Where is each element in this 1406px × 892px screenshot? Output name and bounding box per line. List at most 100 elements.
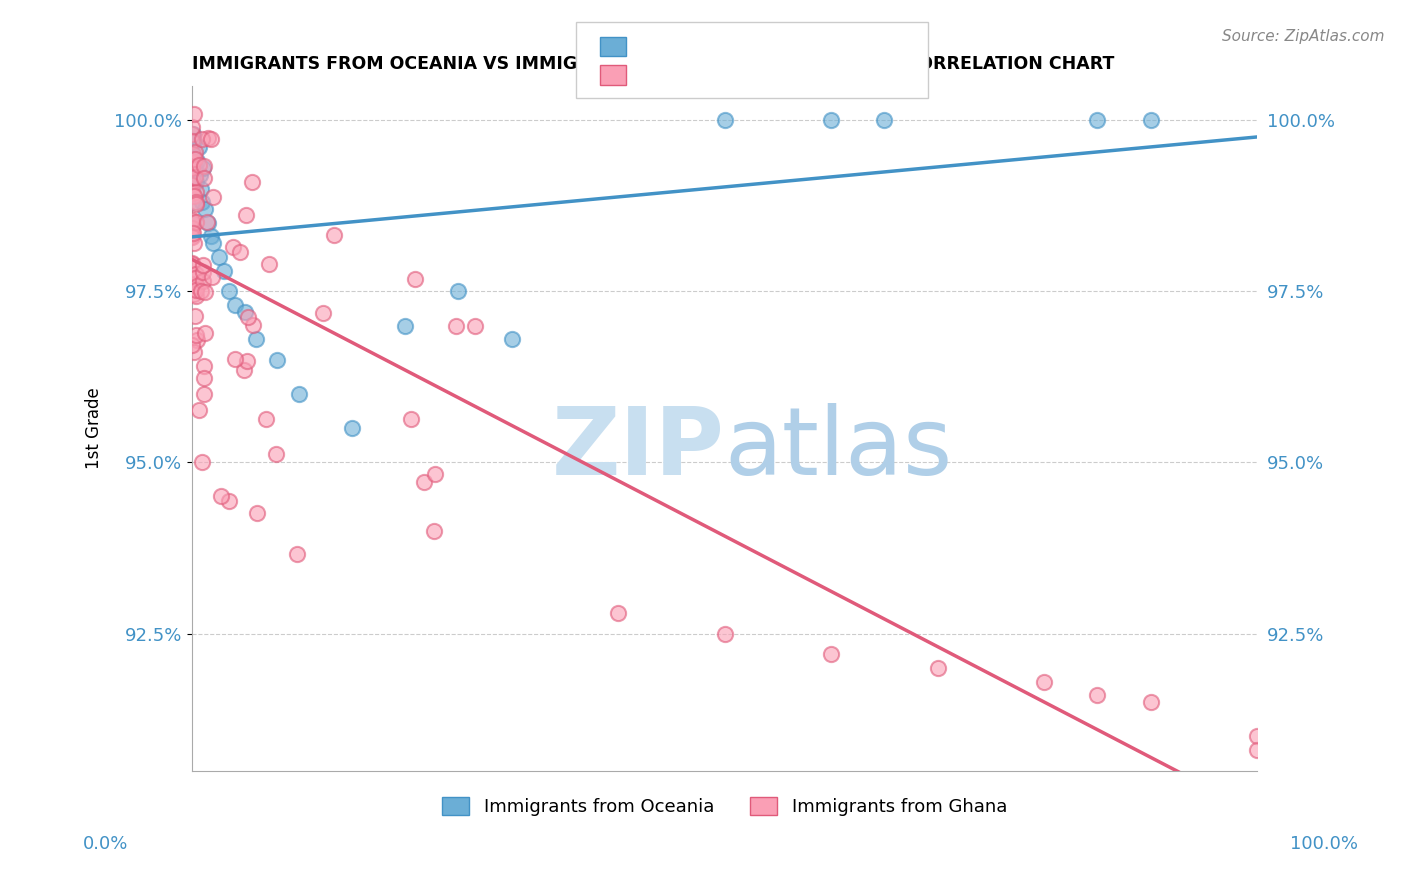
Text: 0.0%: 0.0% — [83, 835, 128, 853]
Point — [242, 318, 264, 332]
Point — [323, 227, 346, 242]
Point — [193, 265, 215, 279]
Point — [425, 467, 447, 481]
Point — [245, 332, 267, 346]
Point — [181, 185, 204, 199]
Point — [191, 132, 214, 146]
Point — [200, 132, 222, 146]
Point — [713, 113, 735, 128]
Point — [183, 287, 205, 301]
Point — [183, 278, 205, 293]
Point — [181, 161, 204, 175]
Point — [1139, 695, 1161, 709]
Point — [464, 319, 486, 334]
Point — [184, 215, 207, 229]
Point — [191, 274, 214, 288]
Point — [184, 169, 207, 184]
Point — [412, 475, 434, 489]
Point — [183, 309, 205, 323]
Point — [181, 216, 204, 230]
Point — [183, 282, 205, 296]
Point — [194, 285, 217, 299]
Point — [190, 181, 212, 195]
Point — [181, 215, 204, 229]
Point — [194, 326, 217, 340]
Point — [224, 298, 246, 312]
Point — [191, 258, 214, 272]
Point — [194, 202, 217, 216]
Text: 100.0%: 100.0% — [1291, 835, 1358, 853]
Point — [184, 327, 207, 342]
Text: R = 0.263: R = 0.263 — [637, 68, 744, 87]
Point — [183, 188, 205, 202]
Point — [444, 319, 467, 334]
Point — [229, 244, 252, 259]
Point — [181, 267, 204, 281]
Point — [181, 220, 204, 235]
Point — [187, 158, 209, 172]
Point — [181, 226, 204, 240]
Point — [340, 421, 363, 435]
Point — [184, 185, 207, 199]
Point — [200, 229, 222, 244]
Point — [181, 168, 204, 182]
Point — [820, 647, 842, 661]
Point — [193, 159, 215, 173]
Point — [188, 402, 211, 417]
Point — [191, 455, 214, 469]
Point — [183, 107, 205, 121]
Point — [607, 606, 630, 620]
Point — [184, 267, 207, 281]
Point — [1085, 113, 1108, 128]
Point — [312, 306, 335, 320]
Point — [181, 127, 204, 141]
Point — [184, 270, 207, 285]
Point — [873, 113, 896, 128]
Point — [183, 134, 205, 148]
Point — [184, 145, 207, 159]
Point — [181, 161, 204, 175]
Point — [235, 305, 257, 319]
Point — [186, 333, 208, 347]
Point — [235, 354, 257, 368]
Point — [193, 170, 215, 185]
Point — [183, 236, 205, 251]
Point — [193, 371, 215, 385]
Point — [181, 155, 204, 169]
Point — [181, 227, 204, 242]
Point — [235, 208, 257, 222]
Point — [184, 283, 207, 297]
Point — [927, 661, 949, 675]
Point — [1085, 689, 1108, 703]
Point — [184, 161, 207, 175]
Point — [201, 269, 224, 284]
Point — [181, 178, 204, 193]
Text: N = 36: N = 36 — [787, 39, 860, 59]
Point — [184, 152, 207, 166]
Point — [713, 626, 735, 640]
Point — [184, 195, 207, 210]
Point — [1139, 113, 1161, 128]
Point — [254, 412, 277, 426]
Point — [208, 250, 231, 264]
Point — [218, 285, 240, 299]
Point — [187, 140, 209, 154]
Point — [190, 284, 212, 298]
Point — [820, 113, 842, 128]
Text: R = 0.429: R = 0.429 — [637, 39, 744, 59]
Point — [184, 288, 207, 302]
Y-axis label: 1st Grade: 1st Grade — [86, 387, 103, 469]
Point — [181, 120, 204, 134]
Point — [186, 175, 208, 189]
Point — [181, 213, 204, 227]
Point — [394, 318, 416, 333]
Point — [218, 494, 240, 508]
Point — [181, 256, 204, 270]
Point — [240, 175, 263, 189]
Point — [190, 195, 212, 210]
Point — [201, 190, 224, 204]
Point — [266, 352, 288, 367]
Point — [1246, 743, 1268, 757]
Point — [181, 181, 204, 195]
Point — [188, 168, 211, 182]
